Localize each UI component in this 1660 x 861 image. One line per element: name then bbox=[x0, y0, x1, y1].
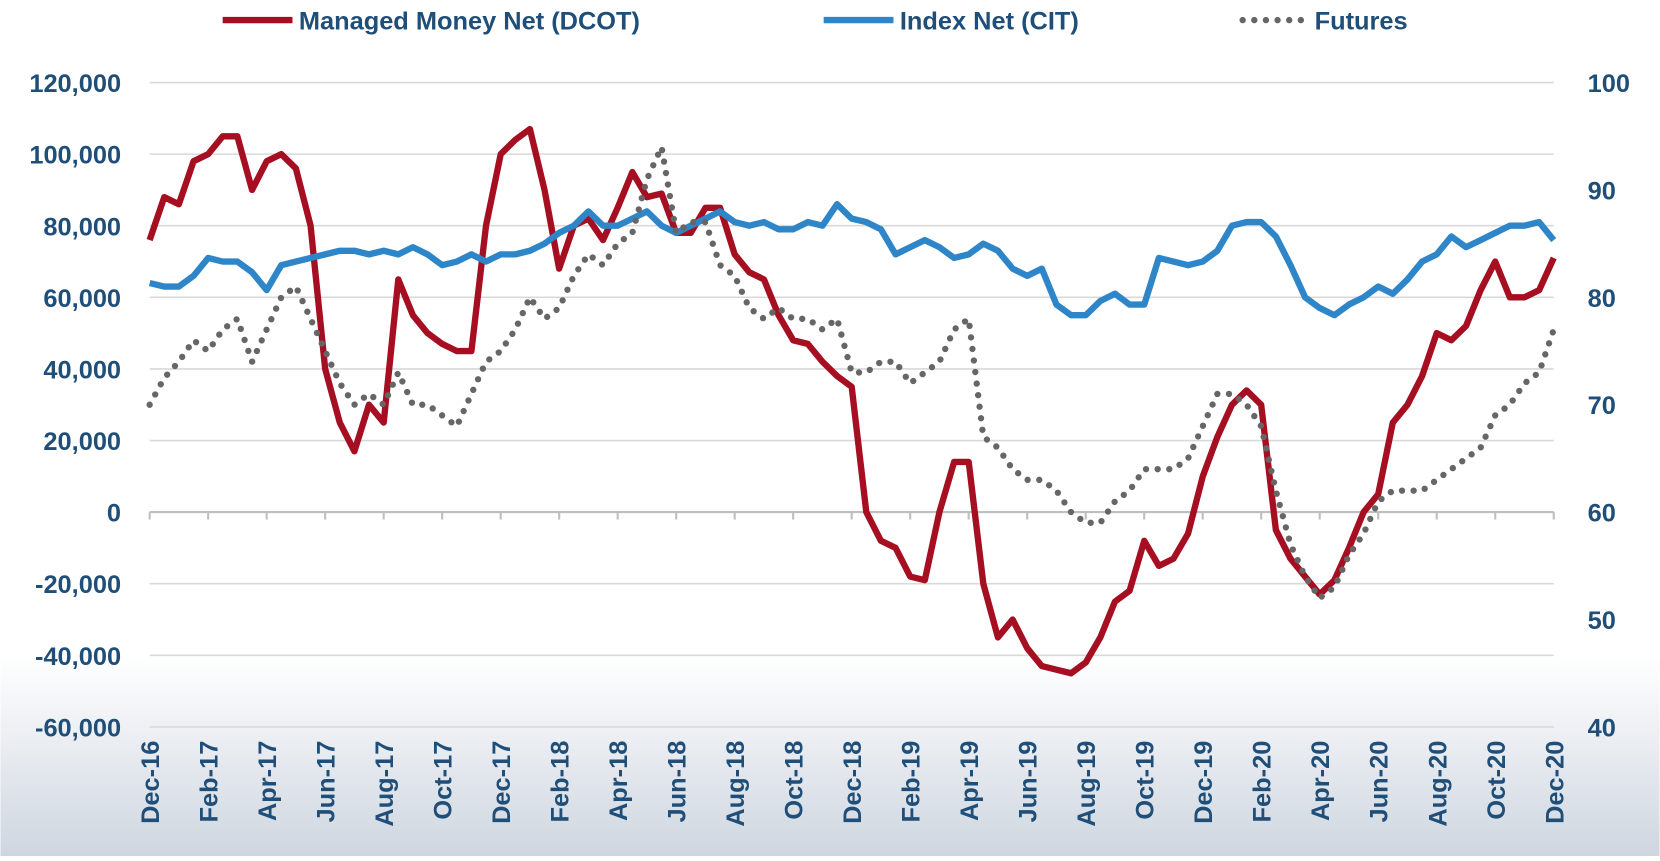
x-tick-label: Jun-20 bbox=[1366, 741, 1394, 823]
y-tick-label: 100,000 bbox=[29, 142, 121, 170]
y2-tick-label: 90 bbox=[1588, 177, 1616, 205]
y-tick-label: 0 bbox=[107, 500, 121, 528]
x-tick-label: Oct-20 bbox=[1483, 741, 1511, 820]
y-tick-label: 120,000 bbox=[29, 70, 121, 98]
x-tick-label: Apr-18 bbox=[605, 741, 633, 821]
x-tick-label: Feb-18 bbox=[547, 741, 575, 823]
x-tick-label: Dec-19 bbox=[1190, 741, 1218, 824]
x-tick-label: Jun-19 bbox=[1015, 741, 1043, 823]
x-tick-label: Dec-20 bbox=[1541, 741, 1569, 824]
x-tick-label: Dec-17 bbox=[488, 741, 516, 824]
x-tick-label: Oct-17 bbox=[430, 741, 458, 820]
y-tick-label: -60,000 bbox=[35, 714, 121, 742]
y2-tick-label: 100 bbox=[1588, 70, 1630, 98]
x-tick-label: Aug-18 bbox=[722, 741, 750, 827]
y-tick-label: 60,000 bbox=[43, 285, 121, 313]
x-tick-label: Apr-20 bbox=[1307, 741, 1335, 821]
x-tick-label: Apr-17 bbox=[254, 741, 282, 821]
x-tick-label: Aug-20 bbox=[1424, 741, 1452, 827]
legend-item: Managed Money Net (DCOT) bbox=[223, 8, 640, 36]
y2-tick-label: 40 bbox=[1588, 714, 1616, 742]
x-tick-label: Dec-16 bbox=[137, 741, 165, 824]
legend-label: Futures bbox=[1315, 8, 1408, 36]
x-tick-label: Oct-19 bbox=[1132, 741, 1160, 820]
y2-tick-label: 60 bbox=[1588, 500, 1616, 528]
y-tick-label: 40,000 bbox=[43, 356, 121, 384]
y-tick-label: 20,000 bbox=[43, 428, 121, 456]
chart: -60,000 -40,000 -20,000 0 20,000 40,000 60,000… bbox=[0, 0, 1660, 856]
y2-tick-label: 80 bbox=[1588, 285, 1616, 313]
legend-label: Index Net (CIT) bbox=[900, 8, 1079, 36]
x-tick-label: Aug-17 bbox=[371, 741, 399, 827]
legend-item: Index Net (CIT) bbox=[824, 8, 1079, 36]
x-tick-label: Feb-20 bbox=[1249, 741, 1277, 823]
y-tick-label: 80,000 bbox=[43, 213, 121, 241]
y-tick-label: -20,000 bbox=[35, 571, 121, 599]
series-line bbox=[150, 129, 1554, 673]
x-tick-label: Feb-17 bbox=[196, 741, 224, 823]
series-line bbox=[150, 204, 1554, 315]
y2-tick-label: 50 bbox=[1588, 607, 1616, 635]
x-tick-label: Aug-19 bbox=[1073, 741, 1101, 827]
x-tick-label: Jun-17 bbox=[313, 741, 341, 823]
y-tick-label: -40,000 bbox=[35, 643, 121, 671]
y2-tick-label: 70 bbox=[1588, 392, 1616, 420]
background bbox=[0, 656, 1659, 856]
legend-item: Futures bbox=[1243, 8, 1408, 36]
x-tick-label: Apr-19 bbox=[956, 741, 984, 821]
x-tick-label: Dec-18 bbox=[839, 741, 867, 824]
x-tick-label: Oct-18 bbox=[781, 741, 809, 820]
x-tick-label: Feb-19 bbox=[898, 741, 926, 823]
legend-label: Managed Money Net (DCOT) bbox=[299, 8, 640, 36]
x-tick-label: Jun-18 bbox=[664, 741, 692, 823]
